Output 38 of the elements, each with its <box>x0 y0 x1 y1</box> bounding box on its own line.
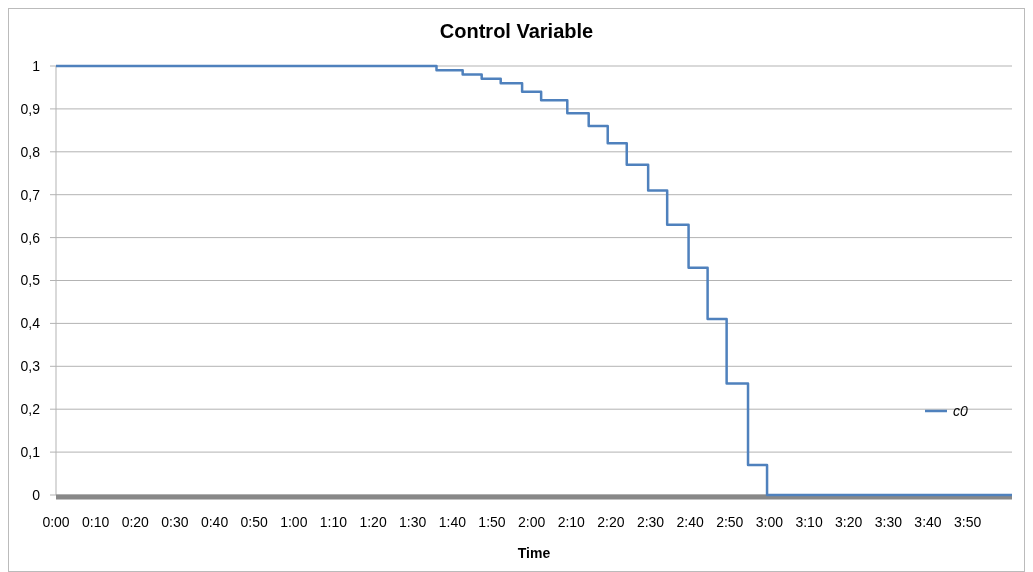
x-tick-label: 2:10 <box>557 514 586 530</box>
y-tick-label: 0,9 <box>20 100 41 117</box>
x-tick-label: 2:30 <box>636 514 665 530</box>
x-tick-label: 3:20 <box>835 514 863 530</box>
y-tick-label: 0,8 <box>20 143 41 160</box>
x-tick-label: 3:40 <box>914 514 942 530</box>
x-tick-label: 3:50 <box>953 514 982 530</box>
x-tick-label: 1:20 <box>359 514 387 530</box>
x-tick-label: 2:00 <box>518 514 546 530</box>
x-tick-label: 3:10 <box>795 514 823 530</box>
y-tick-label: 0,2 <box>20 401 41 418</box>
x-tick-label: 1:10 <box>319 514 348 530</box>
x-tick-label: 3:30 <box>874 514 903 530</box>
x-tick-label: 0:10 <box>82 514 110 530</box>
x-tick-label: 1:30 <box>399 514 427 530</box>
x-tick-label: 0:20 <box>121 514 150 530</box>
x-tick-label: 3:00 <box>755 514 784 530</box>
x-tick-label: 1:40 <box>438 514 467 530</box>
y-tick-label: 0,1 <box>20 444 41 460</box>
y-tick-label: 0 <box>32 486 41 503</box>
x-tick-label: 1:00 <box>280 514 308 530</box>
x-tick-label: 0:00 <box>42 514 70 530</box>
x-axis-title: Time <box>517 545 551 561</box>
y-tick-label: 0,5 <box>20 272 41 289</box>
y-tick-label: 1 <box>32 57 41 74</box>
x-tick-label: 0:30 <box>161 514 189 530</box>
x-tick-label: 2:20 <box>597 514 625 530</box>
y-tick-label: 0,4 <box>20 315 41 332</box>
y-tick-label: 0,7 <box>20 186 41 203</box>
y-tick-label: 0,6 <box>20 229 41 246</box>
x-tick-label: 2:50 <box>716 514 744 530</box>
chart-title: Control Variable <box>439 20 594 42</box>
x-tick-label: 0:40 <box>200 514 229 530</box>
legend-label: c0 <box>953 402 968 419</box>
y-tick-label: 0,3 <box>20 358 41 375</box>
x-tick-label: 1:50 <box>478 514 506 530</box>
x-tick-label: 2:40 <box>676 514 705 530</box>
x-tick-label: 0:50 <box>240 514 268 530</box>
